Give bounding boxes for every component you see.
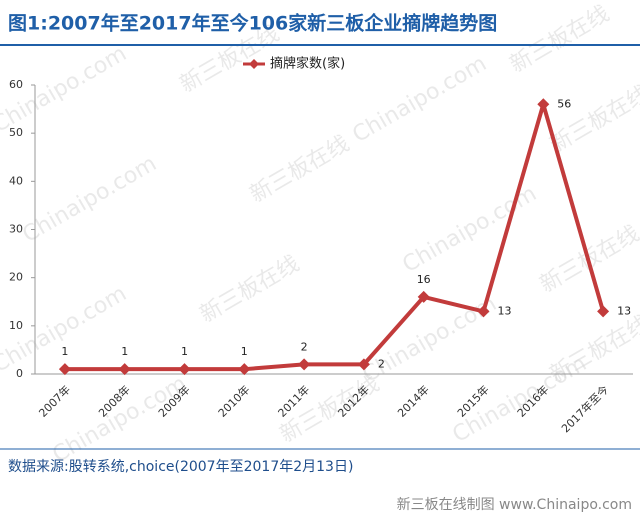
y-tick-label: 50 [9, 126, 23, 139]
legend-label: 摘牌家数(家) [270, 56, 345, 72]
y-tick-label: 30 [9, 223, 23, 236]
data-label: 13 [498, 304, 512, 317]
point-marker [537, 98, 550, 111]
point-marker [357, 358, 370, 371]
point-marker [118, 363, 131, 376]
watermark: Chinaipo.com [399, 181, 541, 278]
data-label: 1 [181, 345, 188, 358]
watermark: Chinaipo.com [359, 291, 501, 388]
x-tick-label: 2007年 [36, 382, 73, 419]
data-label: 13 [617, 304, 631, 317]
point-marker [58, 363, 71, 376]
point-marker [178, 363, 191, 376]
source-note: 数据来源:股转系统,choice(2007年至2017年2月13日) [8, 459, 353, 475]
data-label: 56 [557, 97, 571, 110]
x-tick-label: 2010年 [215, 382, 252, 419]
data-label: 16 [417, 273, 431, 286]
watermark: 新三板在线 [546, 311, 640, 388]
credit: 新三板在线制图 www.Chinaipo.com [397, 497, 632, 513]
point-marker [417, 290, 430, 303]
chart-title: 图1:2007年至2017年至今106家新三板企业摘牌趋势图 [8, 12, 497, 35]
watermark: 新三板在线 [196, 251, 304, 328]
y-tick-label: 60 [9, 78, 23, 91]
data-label: 2 [378, 357, 385, 370]
data-label: 1 [241, 345, 248, 358]
point-marker [597, 305, 610, 318]
x-tick-label: 2014年 [394, 382, 431, 419]
data-label: 1 [61, 345, 68, 358]
watermark: 新三板在线 [546, 81, 640, 158]
data-label: 1 [121, 345, 128, 358]
watermark: Chinaipo.com [19, 151, 161, 248]
y-tick-label: 40 [9, 174, 23, 187]
legend-marker [249, 59, 259, 69]
series-line [64, 102, 606, 372]
x-tick-label: 2017年至今 [558, 382, 611, 435]
y-tick-label: 10 [9, 319, 23, 332]
y-tick-label: 20 [9, 271, 23, 284]
point-marker [298, 358, 311, 371]
watermark: 新三板在线 [506, 1, 614, 78]
point-marker [477, 305, 490, 318]
data-label: 2 [301, 340, 308, 353]
watermark: 新三板在线 [246, 131, 354, 208]
y-tick-label: 0 [16, 367, 23, 380]
point-marker [238, 363, 251, 376]
watermark: Chinaipo.com [349, 51, 491, 148]
